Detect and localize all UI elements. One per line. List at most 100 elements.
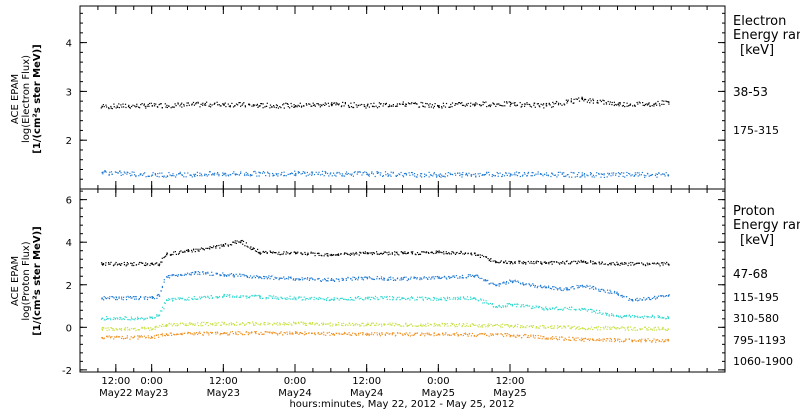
proton-point [368, 296, 370, 298]
proton-point [334, 280, 336, 282]
proton-point [352, 332, 354, 334]
proton-point [278, 279, 280, 281]
proton-point [569, 327, 571, 329]
proton-point [114, 263, 116, 265]
proton-point [490, 258, 492, 260]
proton-point [473, 324, 475, 326]
proton-point [269, 322, 271, 325]
proton-point [596, 327, 598, 329]
proton-point [442, 333, 444, 335]
proton-point [535, 305, 537, 307]
proton-point [383, 277, 385, 279]
proton-point [353, 324, 355, 326]
proton-point [517, 323, 519, 325]
proton-point [562, 308, 564, 310]
proton-point [558, 262, 560, 264]
proton-point [475, 299, 477, 301]
proton-point [197, 271, 199, 273]
proton-point [204, 323, 207, 325]
proton-key-point [617, 263, 619, 265]
proton-point [646, 329, 648, 331]
electron-point [108, 174, 110, 176]
proton-point [252, 295, 254, 297]
electron-point [144, 172, 146, 174]
proton-point [165, 324, 167, 326]
electron-legend-title-3: [keV] [740, 43, 774, 58]
proton-key-point [194, 272, 197, 274]
proton-point [283, 322, 285, 324]
proton-point [174, 251, 176, 253]
electron-point [527, 173, 529, 175]
proton-point [398, 254, 400, 256]
proton-key-point [545, 262, 548, 264]
electron-point [466, 173, 468, 176]
proton-point [303, 278, 305, 280]
proton-point [384, 333, 386, 335]
proton-key-point [402, 252, 404, 255]
proton-point [606, 312, 608, 315]
proton-point [314, 255, 316, 257]
proton-point [329, 322, 331, 324]
proton-point [374, 332, 376, 334]
proton-point [273, 295, 275, 297]
proton-point [168, 334, 170, 336]
electron-point [117, 172, 119, 174]
electron-ylabel-line-3: [1/(cm²s ster MeV)] [32, 44, 43, 153]
electron-point [283, 103, 285, 105]
proton-point [528, 336, 530, 339]
proton-point [478, 276, 480, 278]
proton-point [403, 325, 405, 327]
electron-point [321, 105, 323, 107]
proton-point [455, 297, 457, 299]
electron-point [306, 104, 308, 106]
proton-point [481, 326, 484, 328]
proton-point [106, 329, 108, 332]
electron-point [530, 175, 532, 177]
proton-point [423, 276, 425, 278]
proton-point [417, 325, 419, 327]
proton-point [476, 274, 478, 276]
electron-point [343, 175, 346, 177]
proton-point [236, 324, 238, 326]
proton-key-point [581, 327, 584, 329]
electron-point [663, 100, 665, 102]
proton-point [427, 278, 429, 280]
electron-point [209, 103, 211, 105]
proton-point [229, 296, 231, 298]
proton-point [610, 262, 612, 264]
proton-point [667, 315, 669, 318]
proton-point [309, 322, 311, 324]
proton-point [622, 327, 624, 329]
electron-point [396, 105, 398, 107]
proton-point [661, 317, 663, 319]
electron-point [199, 106, 201, 108]
proton-point [406, 324, 408, 326]
electron-point [411, 172, 413, 174]
electron-point [651, 105, 653, 107]
proton-point [314, 332, 316, 334]
proton-point [596, 326, 598, 328]
proton-point [548, 286, 550, 289]
proton-point [593, 310, 595, 312]
proton-point [631, 339, 633, 341]
proton-point [621, 340, 623, 342]
electron-point [170, 107, 172, 109]
proton-point [415, 254, 417, 256]
proton-point [407, 325, 409, 327]
proton-point [225, 332, 227, 335]
proton-point [388, 333, 390, 335]
electron-point [443, 105, 445, 107]
proton-point [637, 340, 640, 342]
electron-point [488, 171, 490, 173]
proton-point [399, 299, 401, 301]
proton-point [541, 263, 543, 265]
electron-point [663, 173, 665, 175]
proton-point [224, 243, 227, 245]
electron-point [297, 171, 299, 173]
proton-point [623, 263, 625, 265]
proton-point [497, 333, 499, 335]
proton-point [344, 332, 346, 335]
proton-point [463, 323, 465, 325]
proton-point [504, 305, 506, 307]
proton-point [306, 298, 308, 300]
